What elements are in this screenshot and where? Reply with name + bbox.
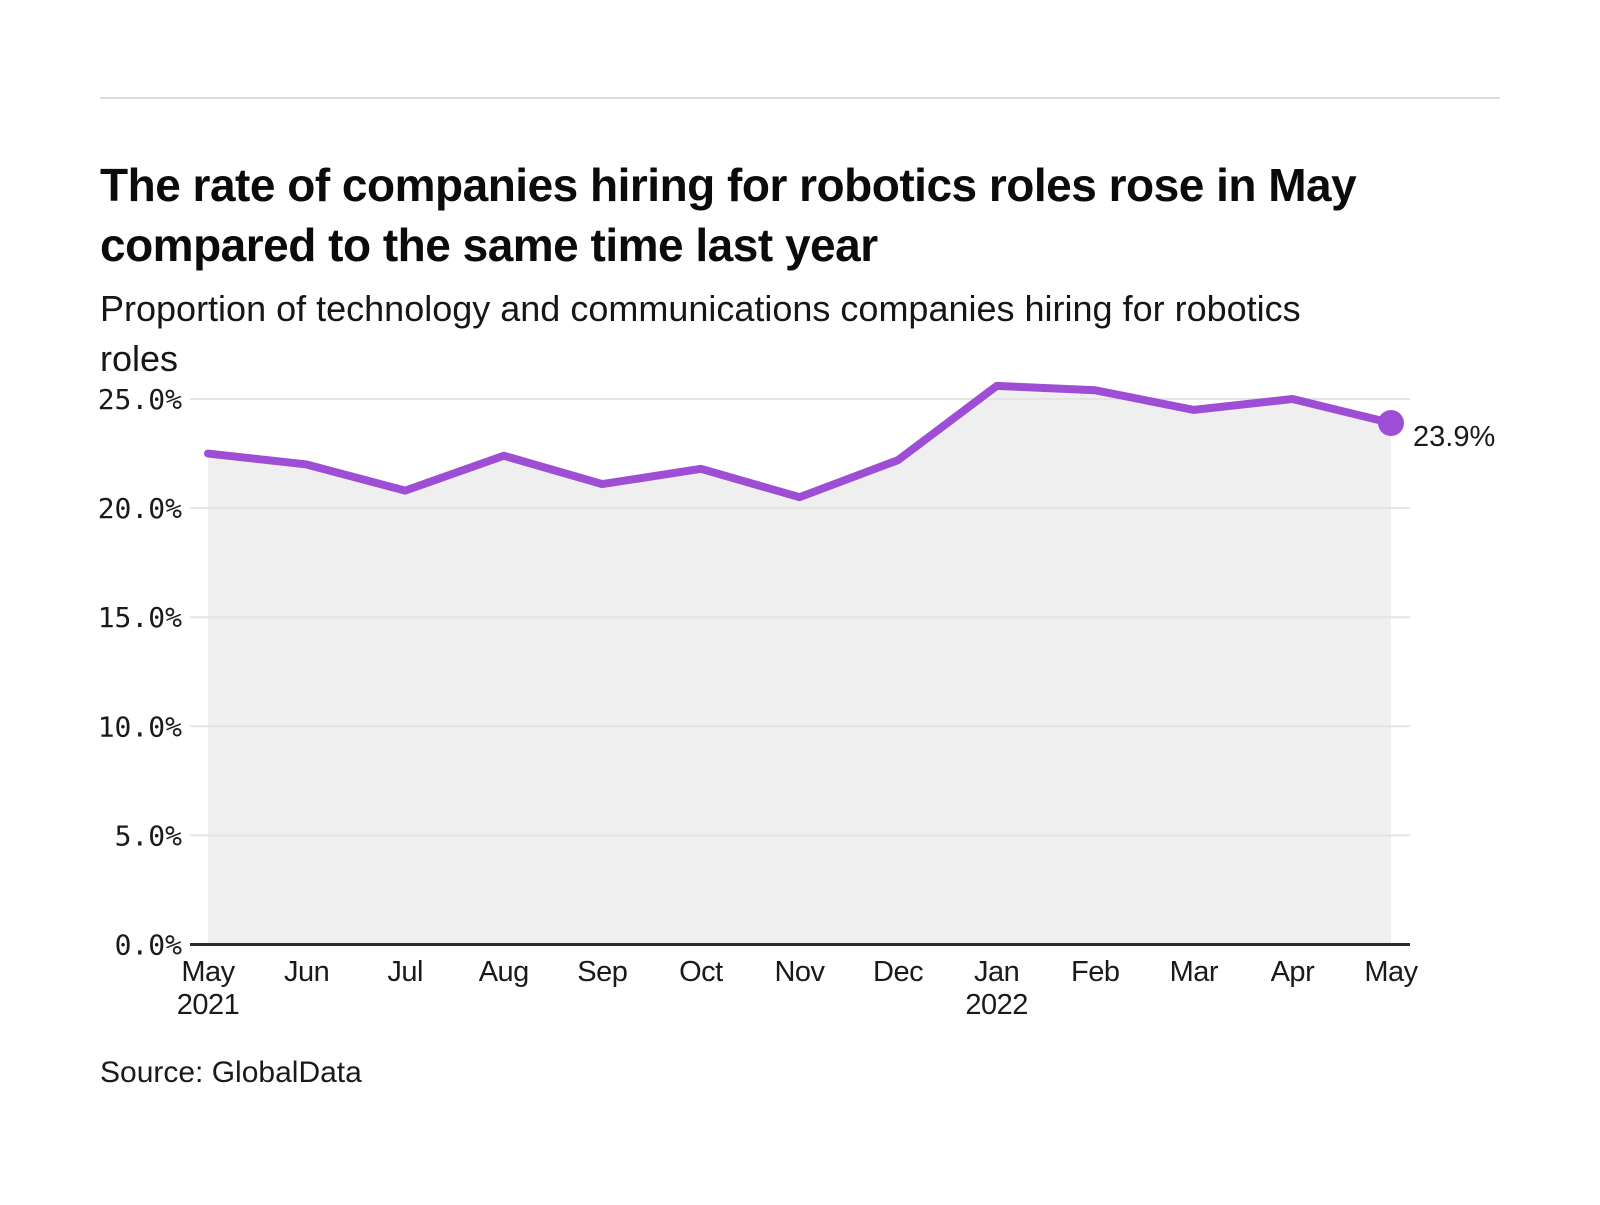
x-year-label: 2022 [965, 989, 1028, 1021]
top-divider [100, 97, 1500, 99]
x-tick-label: Jul [387, 956, 423, 988]
x-tick-label: Jun [284, 956, 329, 988]
trend-line [204, 381, 1395, 502]
x-tick-label: Sep [577, 956, 627, 988]
x-year-label: 2021 [177, 989, 240, 1021]
chart-subtitle-line-1: Proportion of technology and communicati… [100, 288, 1301, 329]
y-tick-label: 5.0% [115, 819, 183, 852]
chart-subtitle-line-2: roles [100, 338, 179, 379]
end-point-marker [1378, 410, 1404, 437]
page-title-line-1: The rate of companies hiring for robotic… [100, 158, 1357, 211]
x-tick-label: Dec [873, 956, 923, 988]
y-tick-label: 15.0% [98, 601, 182, 634]
chart-subtitle: Proportion of technology and communicati… [100, 284, 1301, 384]
x-tick-label: Feb [1071, 956, 1119, 988]
source-text: Source: GlobalData [100, 1056, 362, 1089]
x-tick-label: Jan [974, 956, 1019, 988]
x-tick-label: Oct [679, 956, 723, 988]
y-tick-label: 25.0% [98, 383, 182, 416]
x-tick-label: Aug [479, 956, 529, 988]
x-tick-label: Nov [774, 956, 825, 988]
x-tick-label: Mar [1170, 956, 1219, 988]
y-tick-label: 0.0% [115, 929, 183, 962]
x-tick-label: May [181, 956, 235, 988]
x-tick-label: May [1364, 956, 1418, 988]
x-tick-label: Apr [1271, 956, 1315, 988]
end-value-label: 23.9% [1413, 421, 1495, 453]
y-tick-label: 10.0% [98, 710, 182, 743]
area-fill [208, 385, 1391, 945]
page-title: The rate of companies hiring for robotic… [100, 155, 1357, 275]
page-title-line-2: compared to the same time last year [100, 218, 878, 271]
y-tick-label: 20.0% [98, 492, 182, 525]
